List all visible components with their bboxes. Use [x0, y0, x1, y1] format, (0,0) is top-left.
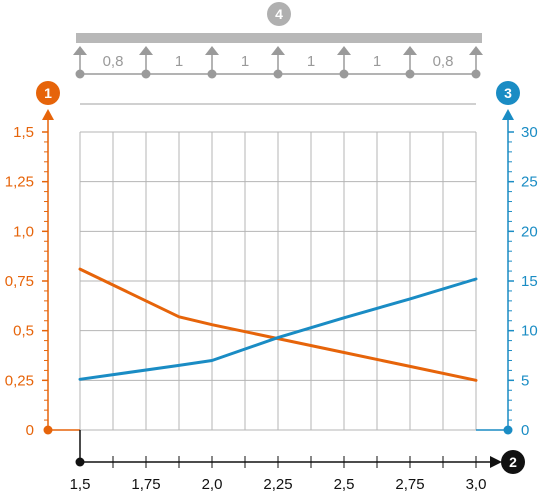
bottom-tick-label: 2,5 — [334, 476, 355, 492]
beam-diagram: 0,8 1 1 1 1 0,8 — [73, 33, 483, 79]
left-tick-label: 0,25 — [5, 372, 34, 389]
axes: 0 0,25 0,5 0,75 1,0 1,25 1,5 0 5 10 15 20 25 30 1,5 1,7… — [5, 109, 538, 492]
badges: 4 1 3 2 — [36, 2, 525, 474]
right-tick-label: 10 — [521, 323, 538, 340]
right-tick-label: 0 — [521, 422, 529, 439]
support-triangle-icon — [337, 46, 351, 55]
bottom-tick-label: 3,0 — [466, 476, 487, 492]
left-tick-label: 1,25 — [5, 174, 34, 191]
span-label: 0,8 — [103, 53, 124, 70]
bottom-tick-label: 1,75 — [131, 476, 160, 492]
right-axis-origin-icon — [503, 425, 513, 435]
right-tick-label: 30 — [521, 124, 538, 141]
beam-bar — [76, 33, 482, 43]
bottom-tick-label: 2,0 — [202, 476, 223, 492]
support-triangle-icon — [403, 46, 417, 55]
span-label: 0,8 — [433, 53, 454, 70]
left-axis-badge-icon — [36, 81, 60, 105]
left-tick-label: 0,5 — [13, 323, 34, 340]
right-axis-badge-icon — [496, 81, 520, 105]
grid — [79, 103, 477, 431]
bottom-tick-label: 1,5 — [70, 476, 91, 492]
bottom-axis-arrow-icon — [490, 456, 502, 468]
support-triangle-icon — [73, 46, 87, 55]
right-tick-label: 15 — [521, 273, 538, 290]
span-label: 1 — [307, 53, 315, 70]
span-label: 1 — [373, 53, 381, 70]
beam-badge-icon — [267, 2, 291, 26]
bottom-axis-badge-label: 2 — [509, 454, 517, 470]
support-triangle-icon — [271, 46, 285, 55]
span-label: 1 — [175, 53, 183, 70]
bottom-axis-badge-icon — [501, 450, 525, 474]
right-axis-badge-label: 3 — [504, 85, 512, 101]
bottom-tick-label: 2,25 — [263, 476, 292, 492]
bottom-tick-label: 2,75 — [395, 476, 424, 492]
left-axis-arrow-icon — [42, 109, 54, 120]
beam-badge-label: 4 — [275, 6, 283, 22]
series-line-right — [78, 277, 478, 381]
bottom-axis-origin-icon — [75, 457, 85, 467]
left-tick-label: 0,75 — [5, 273, 34, 290]
span-label: 1 — [241, 53, 249, 70]
left-tick-label: 0 — [26, 422, 34, 439]
support-triangle-icon — [469, 46, 483, 55]
right-tick-label: 20 — [521, 223, 538, 240]
right-tick-label: 25 — [521, 174, 538, 191]
left-axis-origin-icon — [43, 425, 53, 435]
right-tick-label: 5 — [521, 372, 529, 389]
support-triangle-icon — [205, 46, 219, 55]
support-triangle-icon — [139, 46, 153, 55]
left-tick-label: 1,5 — [13, 124, 34, 141]
series — [78, 267, 478, 382]
left-tick-label: 1,0 — [13, 223, 34, 240]
right-axis-arrow-icon — [502, 109, 514, 120]
left-axis-badge-label: 1 — [44, 85, 52, 101]
